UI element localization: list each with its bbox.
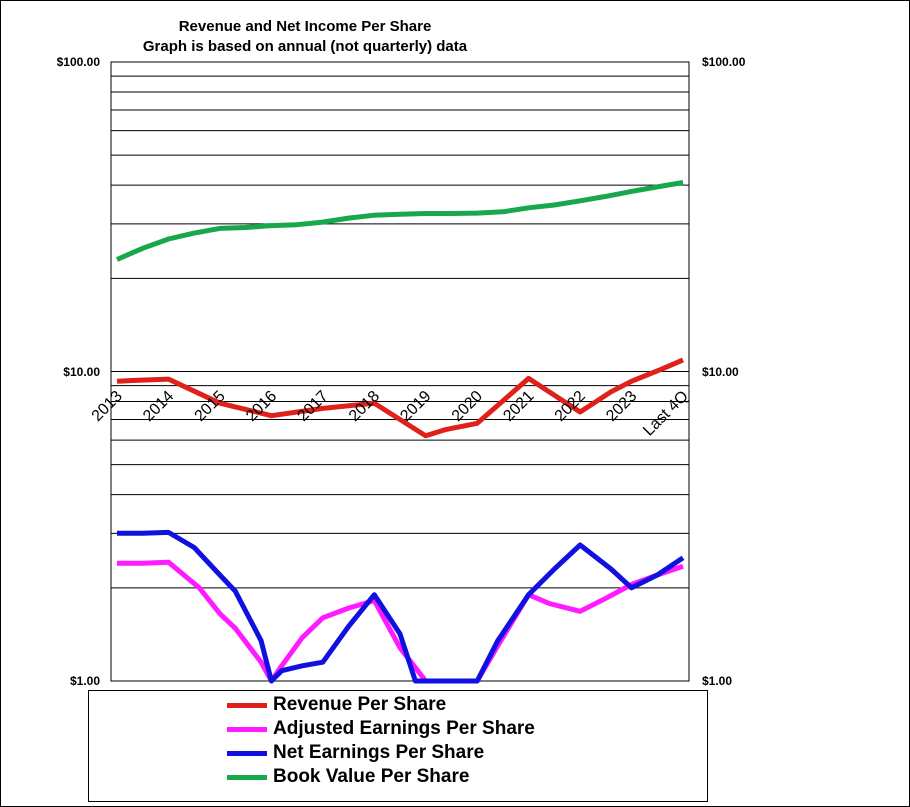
series-line-0 xyxy=(116,357,684,439)
legend-item-net-eps: Net Earnings Per Share xyxy=(227,742,484,764)
legend-swatch-revenue xyxy=(227,702,267,708)
y-tick-right-1: $1.00 xyxy=(702,674,733,688)
legend-item-revenue: Revenue Per Share xyxy=(227,694,446,716)
y-tick-left-10: $10.00 xyxy=(63,365,100,379)
series-line-2 xyxy=(117,529,685,684)
y-tick-left-100: $100.00 xyxy=(56,55,100,69)
y-tick-right-100: $100.00 xyxy=(702,55,746,69)
legend-label-net-eps: Net Earnings Per Share xyxy=(273,742,485,763)
legend-swatch-net-eps xyxy=(227,750,267,756)
legend-item-book-value: Book Value Per Share xyxy=(227,766,469,788)
legend-label-book-value: Book Value Per Share xyxy=(273,766,470,787)
series-lines xyxy=(116,180,685,684)
legend-swatch-adjusted-eps xyxy=(227,726,267,732)
series-line-1 xyxy=(117,559,684,684)
chart-title: Revenue and Net Income Per Share xyxy=(178,18,432,35)
legend: Revenue Per Share Adjusted Earnings Per … xyxy=(88,690,708,802)
chart-subtitle: Graph is based on annual (not quarterly)… xyxy=(142,38,468,55)
y-tick-right-10: $10.00 xyxy=(702,365,739,379)
series-line-3 xyxy=(116,180,684,262)
legend-swatch-book-value xyxy=(227,774,267,780)
y-tick-left-1: $1.00 xyxy=(69,674,100,688)
legend-label-adjusted-eps: Adjusted Earnings Per Share xyxy=(273,718,535,739)
legend-item-adjusted-eps: Adjusted Earnings Per Share xyxy=(227,718,535,740)
legend-label-revenue: Revenue Per Share xyxy=(273,694,447,715)
